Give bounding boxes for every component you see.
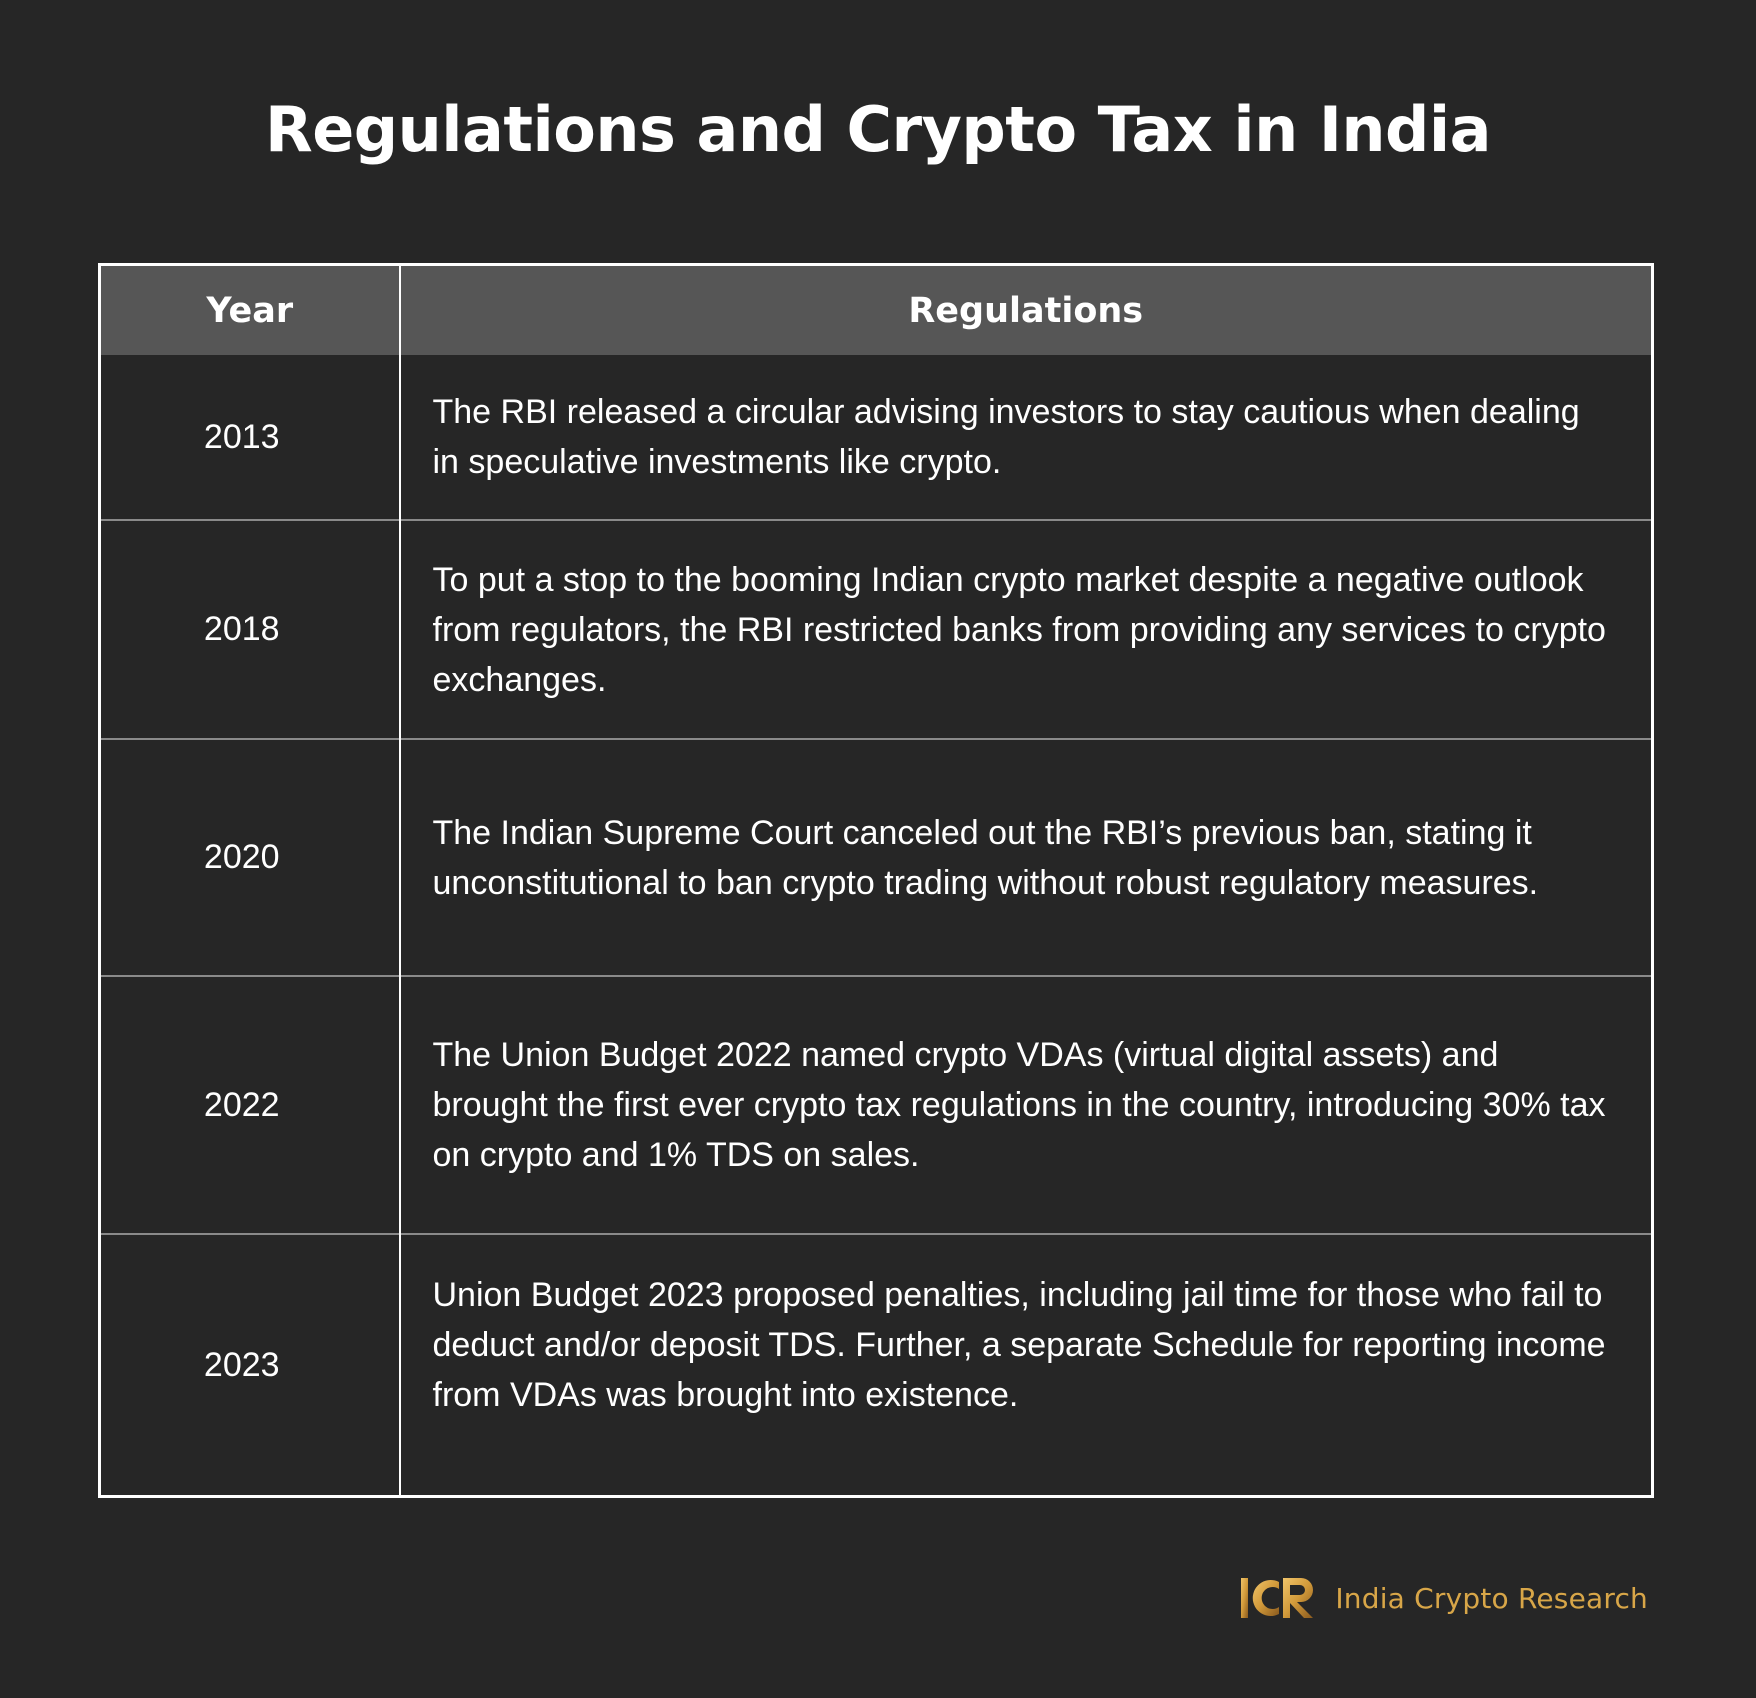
page-title: Regulations and Crypto Tax in India (264, 93, 1492, 166)
table-row: 2020 The Indian Supreme Court canceled o… (99, 738, 1653, 976)
regulation-cell: The Indian Supreme Court canceled out th… (399, 738, 1653, 976)
regulation-cell: To put a stop to the booming Indian cryp… (399, 519, 1653, 739)
icr-logo-icon (1241, 1578, 1314, 1618)
table-row: 2023 Union Budget 2023 proposed penaltie… (99, 1233, 1653, 1497)
regulation-cell: Union Budget 2023 proposed penalties, in… (399, 1233, 1653, 1497)
year-cell: 2022 (99, 975, 401, 1234)
brand-footer: India Crypto Research (1239, 1570, 1648, 1626)
brand-name: India Crypto Research (1335, 1581, 1648, 1615)
regulation-cell: The RBI released a circular advising inv… (432, 393, 1580, 481)
year-column-header: Year (99, 264, 401, 355)
year-cell: 2020 (99, 738, 401, 976)
table-header-row: Year Regulations (99, 264, 1653, 355)
table-row: 2013 The RBI released a circular advisin… (99, 355, 1653, 520)
year-cell: 2018 (99, 519, 401, 739)
year-cell: 2013 (99, 355, 401, 520)
table-row: 2022 The Union Budget 2022 named crypto … (99, 975, 1653, 1234)
table-row: 2018 To put a stop to the booming Indian… (99, 519, 1653, 739)
year-cell: 2023 (99, 1233, 401, 1497)
regulation-cell: The Union Budget 2022 named crypto VDAs … (399, 975, 1653, 1234)
regulations-table: Year Regulations 2013 The RBI released a… (98, 263, 1654, 1498)
regulations-column-header: Regulations (399, 264, 1653, 355)
